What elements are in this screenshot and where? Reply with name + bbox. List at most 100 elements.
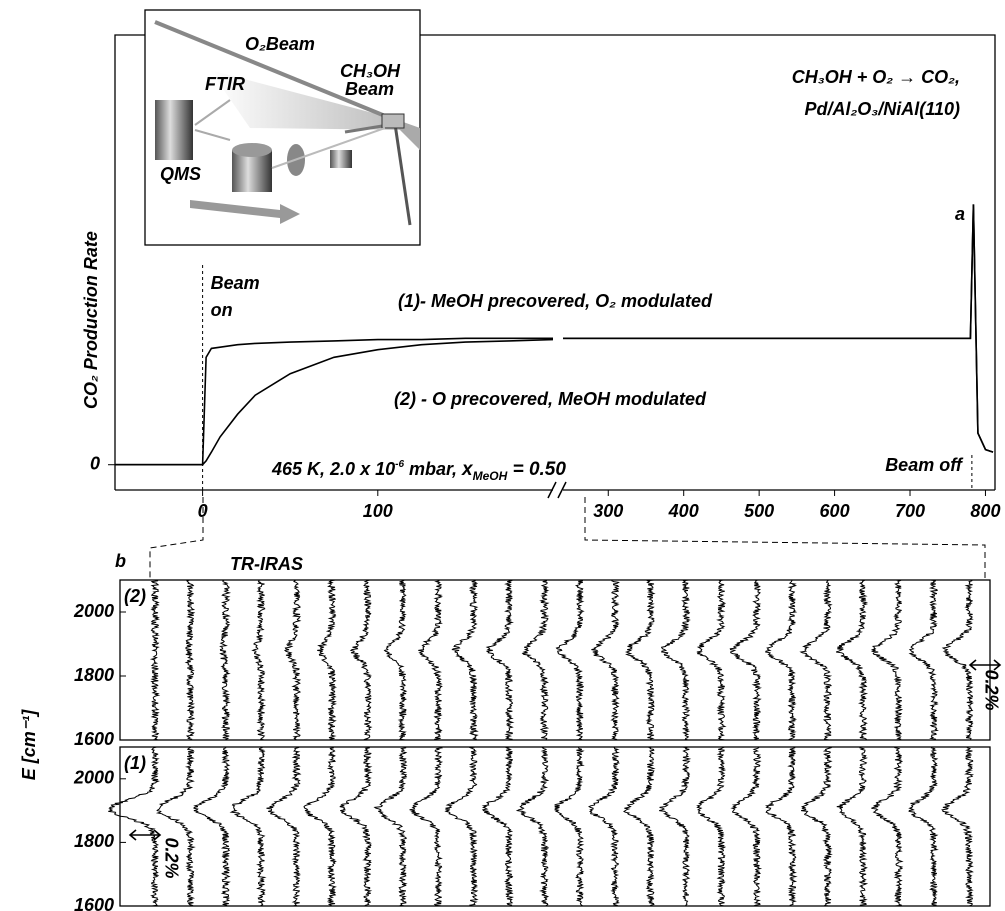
spectrum [184, 579, 196, 741]
x-tick-label: 700 [895, 501, 925, 521]
spectrum [155, 746, 196, 907]
qms-device [155, 100, 193, 160]
ion-path [194, 99, 231, 126]
spectrum [625, 579, 656, 741]
top-panel [114, 34, 996, 490]
panel-label: b [115, 551, 126, 571]
spectrum [591, 579, 620, 741]
conditions-part: MeOH [473, 469, 508, 483]
plot-frame [114, 34, 996, 490]
spectrum [800, 746, 833, 907]
spectrum [349, 579, 373, 741]
title: CH₃OH + O₂ → CO₂, [792, 67, 960, 87]
spectrum [765, 746, 798, 907]
y-tick-label: 1800 [74, 665, 114, 685]
spectrum [730, 746, 763, 907]
qms-label: QMS [160, 164, 201, 184]
spectrum [871, 746, 904, 907]
connectors [149, 497, 986, 580]
x-tick-label: 800 [970, 501, 1000, 521]
y-tick-label: 1800 [74, 831, 114, 851]
spectrum [409, 746, 444, 907]
panel-label: a [955, 204, 965, 224]
methanol-beam [393, 123, 412, 226]
rate-line [115, 337, 553, 466]
conditions-part: -6 [395, 459, 404, 470]
connector [149, 497, 204, 580]
beam-label: Beam [345, 79, 394, 99]
spectrum [485, 579, 515, 741]
y-axis-label: E [cm⁻¹] [19, 709, 39, 781]
panel-tag: (1) [124, 753, 146, 773]
spectrum [765, 579, 798, 741]
spectrum [373, 746, 408, 907]
conditions: 465 K, 2.0 x 10-6 mbar, xMeOH = 0.50 [271, 459, 566, 483]
beam-label: CH₃OH [340, 61, 401, 81]
spectrum [283, 579, 302, 741]
spectrum [696, 579, 727, 741]
conditions-part: , 2.0 x 10 [319, 459, 395, 479]
spectrum [193, 747, 231, 907]
conditions-part: 465 K [271, 459, 322, 479]
series-label: (1)- MeOH precovered, O₂ modulated [398, 291, 713, 311]
panel-tag: (2) [124, 586, 146, 606]
spectrum [623, 746, 656, 907]
beam-label: O₂Beam [245, 34, 315, 54]
axis-break [547, 481, 567, 499]
spectrum [266, 746, 302, 907]
spectrum [555, 579, 585, 741]
spectrum [418, 579, 443, 741]
event-label: Beam [211, 273, 260, 293]
spectrum [835, 579, 869, 741]
spectrum [908, 579, 939, 741]
rate-line [563, 204, 994, 453]
rate-line [115, 338, 554, 466]
spectrum [554, 746, 585, 907]
spectrum [941, 746, 974, 907]
nozzle [330, 150, 352, 168]
event-label: on [211, 300, 233, 320]
chopper-top [232, 143, 272, 157]
x-tick-label: 500 [744, 501, 774, 521]
spectrum [444, 746, 479, 907]
spectrum [149, 579, 161, 741]
panel-frame [119, 579, 991, 741]
y-tick-label: 0 [90, 453, 100, 473]
spectrum [317, 579, 337, 741]
spectrum [870, 579, 904, 741]
conditions-part: x [461, 459, 474, 480]
panel-frame [119, 746, 991, 907]
ftir-label: FTIR [205, 74, 245, 94]
x-tick-label: 600 [820, 501, 850, 521]
y-tick-label: 1600 [74, 895, 114, 911]
x-tick-label: 100 [363, 501, 393, 521]
spectrum [451, 579, 479, 741]
spectrum [908, 746, 939, 907]
y-tick-label: 1600 [74, 729, 114, 749]
event-label: Beam off [885, 455, 964, 475]
sample [381, 113, 405, 129]
x-tick-label: 400 [668, 501, 699, 521]
spectrum [729, 579, 762, 740]
spectrum [383, 579, 408, 741]
conditions-part: = 0.50 [507, 459, 566, 480]
spectrum [836, 746, 869, 907]
conditions-part: mbar, [404, 459, 462, 479]
spectrum [303, 746, 337, 907]
spectrum [521, 579, 550, 741]
spectrum [108, 746, 160, 907]
y-axis-label: CO₂ Production Rate [81, 231, 101, 409]
series-label: (2) - O precovered, MeOH modulated [394, 389, 707, 409]
spectrum [799, 579, 833, 741]
spectrum [659, 746, 692, 907]
scale-bar [968, 659, 1002, 671]
y-tick-label: 2000 [73, 768, 114, 788]
spectrum [339, 746, 373, 907]
inset-diagram: O₂Beam CH₃OH Beam FTIR QMS [144, 9, 421, 246]
spectrum [696, 746, 727, 907]
iras-panels: 1600 1800 2000 (2) 0.2% 1600 1800 2000 (1) 0.2% [73, 579, 1002, 911]
scale-bar-label: 0.2% [161, 837, 181, 878]
y-tick-label: 2000 [73, 601, 114, 621]
